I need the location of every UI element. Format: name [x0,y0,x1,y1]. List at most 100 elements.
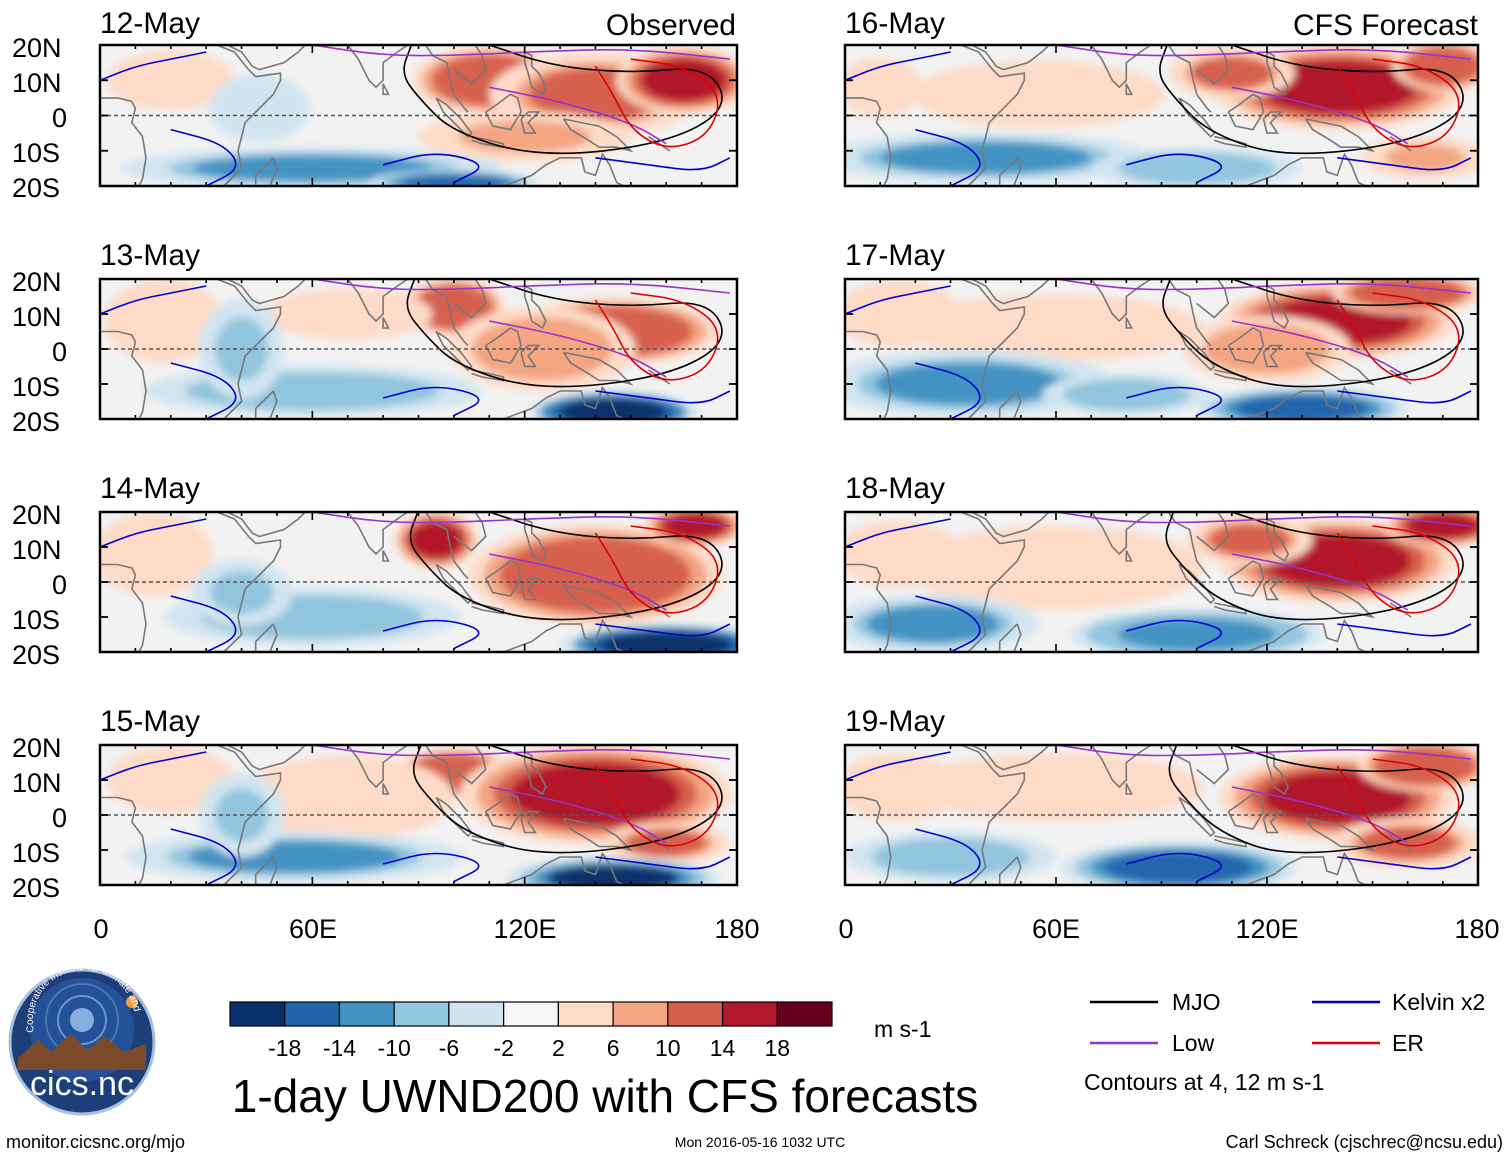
anomaly-blob [959,73,1118,116]
anomaly-blob [192,155,432,182]
anomaly-blob [126,294,201,348]
contour-line [382,852,480,883]
coastline [1266,51,1289,96]
coastline [1125,317,1133,329]
anomaly-field [100,512,737,652]
colorbar-swatch [612,1001,669,1027]
coastline [484,93,522,131]
contour-line [312,512,730,527]
panel-19-may: 19-May [843,705,1480,887]
coastline [503,618,625,652]
footer-url: monitor.cicsnc.org/mjo [6,1132,185,1152]
anomaly-blob [626,829,707,857]
anomaly-blob [858,533,938,575]
contour-line [845,751,951,781]
legend-label-er: ER [1392,1030,1424,1056]
y-tick-label: 10N [12,535,62,565]
anomaly-blob [510,762,681,826]
contour-line [845,51,951,82]
coastline [100,97,147,186]
y-tick-label: 0 [52,103,67,133]
contour-line [382,386,480,417]
y-tick-label: 20N [12,33,62,63]
colorbar: -18 -14 -10 -6 -2 2 6 10 14 18 [229,1001,833,1061]
anomaly-blob [1236,395,1369,419]
y-tick-label: 10S [12,372,60,402]
legend-label-mjo: MJO [1172,989,1221,1015]
contour-line [1126,153,1223,184]
anomaly-blob [546,864,680,885]
contour-line [1126,386,1223,417]
x-axis-left: 0 60E 120E 180 [93,914,759,944]
contour-line [1337,157,1472,171]
colorbar-swatch [557,1001,614,1027]
contour-line [170,828,237,885]
panel-title: 14-May [100,472,200,505]
coastline [648,136,671,152]
legend: MJO Kelvin x2 Low ER Contours at 4, 12 m… [1084,989,1485,1095]
colorbar-level-label: -10 [378,1035,411,1061]
y-tick-label: 0 [52,803,67,833]
coastline [960,279,1026,419]
coastline [254,623,278,652]
x-tick-label: 120E [1235,914,1298,944]
anomaly-field [845,745,1478,885]
y-tick-label: 20S [12,407,60,437]
footer-timestamp: Mon 2016-05-16 1032 UTC [675,1134,845,1150]
coastline [1125,783,1133,795]
coastline [520,344,541,368]
coastline [971,279,1050,305]
coastline [1245,152,1366,186]
coastline [216,279,282,419]
colorbar-swatch [284,1001,341,1027]
panel-17-may: 17-May [843,239,1480,421]
coastline [484,327,522,364]
footer-author: Carl Schreck (cjschrec@ncsu.edu) [1226,1132,1503,1152]
anomaly-blob [963,307,1149,349]
anomaly-blob [209,571,274,614]
coastline [1389,602,1412,618]
contour-line [595,157,731,171]
observed-label: Observed [606,9,736,42]
anomaly-blob [963,766,1149,808]
anomaly-blob [458,120,592,153]
contour-line [1126,619,1223,650]
anomaly-blob [599,631,733,652]
anomaly-blob [130,61,211,99]
anomaly-field [100,27,737,186]
contour-line [845,518,951,548]
coastline [960,512,1026,652]
coastline [525,27,532,38]
anomaly-blob [400,174,507,186]
contour-line [1336,758,1460,847]
coastline [1178,796,1216,838]
coastline [1266,285,1289,330]
contour-line [1337,623,1472,637]
coastline [1262,577,1284,601]
panel-title: 18-May [845,472,945,505]
colorbar-units: m s-1 [874,1016,932,1042]
coastline [227,745,306,771]
y-tick-label: 10N [12,68,62,98]
contour-line [1336,58,1460,148]
x-axis-right: 0 60E 120E 180 [838,914,1499,944]
anomaly-blob [963,541,1149,595]
contour-line [1055,512,1472,527]
colorbar-swatch [338,1001,395,1027]
coastline [471,135,505,149]
coastline [1389,369,1412,385]
contour-line [382,153,480,184]
coastline [1245,851,1366,885]
contour-line [312,279,730,294]
x-tick-label: 0 [838,914,853,944]
contour-line [409,512,723,621]
y-tick-label: 20N [12,267,62,297]
coastline [971,745,1050,771]
coastline [1227,327,1265,364]
anomaly-blob [115,527,191,581]
coastline [998,856,1022,885]
coastline [648,369,671,385]
colorbar-level-label: 14 [710,1035,736,1061]
anomaly-field [100,745,737,885]
anomaly-field [100,279,737,419]
